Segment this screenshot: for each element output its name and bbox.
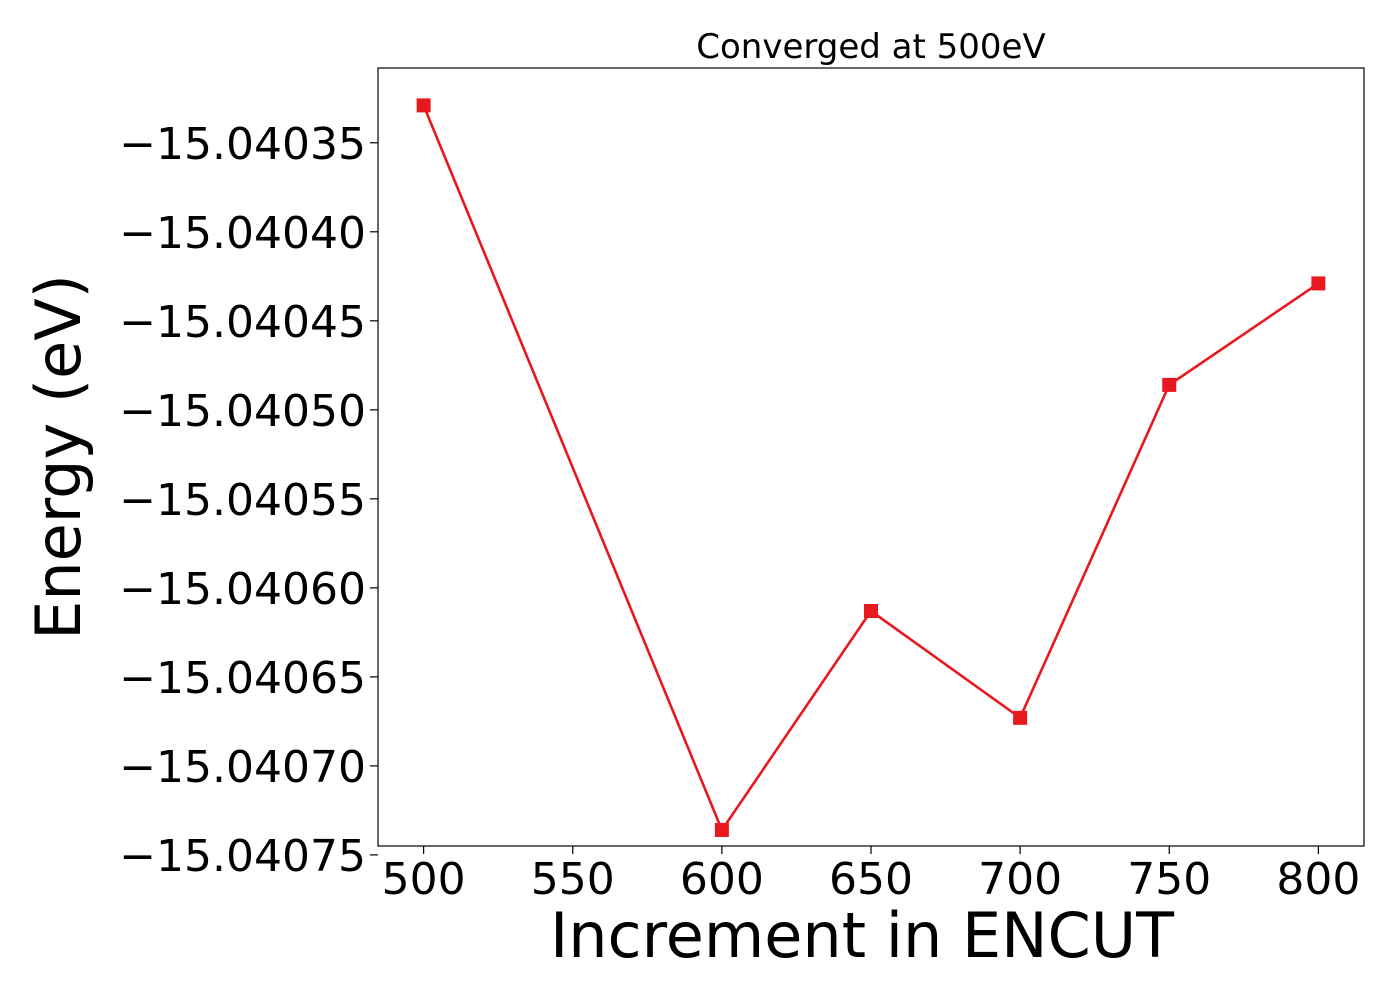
x-tick-label: 550 — [531, 854, 615, 905]
data-point — [864, 603, 878, 618]
y-axis-label: Energy (eV) — [22, 274, 95, 640]
x-axis-ticks: 500 550 600 650 700 750 800 — [382, 846, 1360, 905]
x-tick-label: 500 — [382, 854, 466, 905]
x-tick-label: 750 — [1127, 854, 1211, 905]
chart-title: Converged at 500eV — [696, 27, 1045, 67]
data-point — [1162, 377, 1177, 392]
y-tick-label: −15.04065 — [119, 653, 366, 704]
x-tick-label: 700 — [978, 854, 1062, 905]
y-tick-label: −15.04075 — [119, 831, 366, 882]
y-tick-label: −15.04060 — [119, 564, 366, 615]
x-tick-label: 600 — [680, 854, 764, 905]
y-tick-label: −15.04045 — [119, 297, 366, 348]
data-point — [714, 822, 729, 837]
y-tick-label: −15.04050 — [119, 386, 366, 437]
y-tick-label: −15.04040 — [119, 208, 366, 259]
series-layer — [416, 98, 1326, 837]
data-point — [1311, 276, 1326, 291]
x-tick-label: 650 — [829, 854, 913, 905]
data-point — [416, 98, 431, 113]
x-tick-label: 800 — [1276, 854, 1360, 905]
plot-area — [377, 67, 1365, 847]
y-tick-label: −15.04055 — [119, 475, 366, 526]
y-tick-label: −15.04035 — [119, 119, 366, 170]
series-line — [422, 104, 1320, 833]
y-tick-label: −15.04070 — [119, 742, 366, 793]
data-point — [1013, 710, 1028, 725]
y-axis-ticks: −15.04035 −15.04040 −15.04045 −15.04050 −15.… — [119, 119, 378, 882]
x-axis-label: Increment in ENCUT — [550, 899, 1175, 972]
